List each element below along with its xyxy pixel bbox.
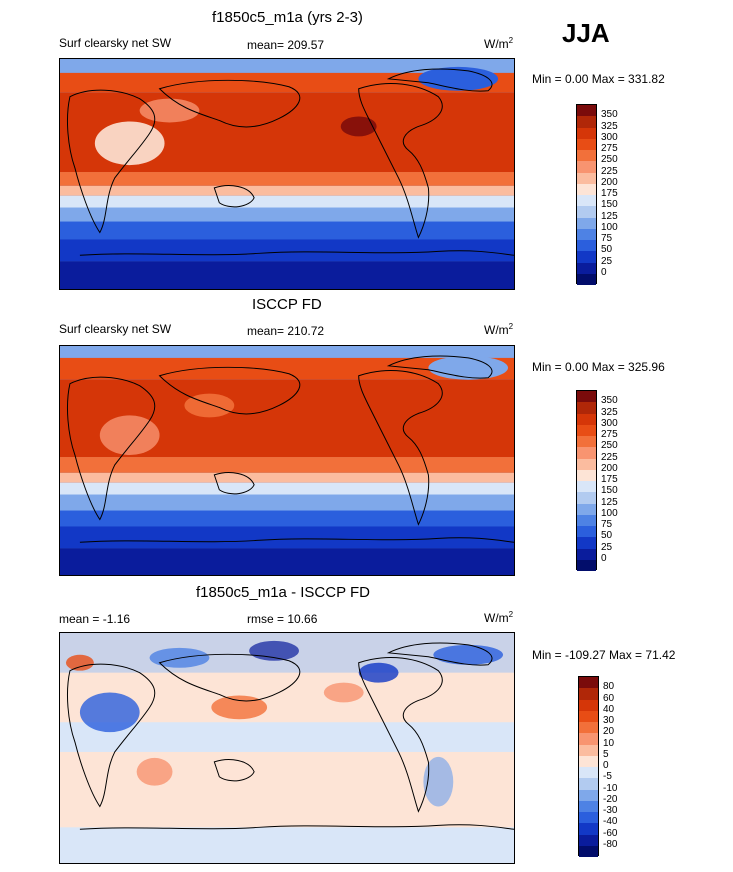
panel-2-colorbar bbox=[576, 390, 597, 571]
panel-2-colorbar-tick: 0 bbox=[601, 552, 607, 564]
panel-3-colorbar-tick: 5 bbox=[603, 748, 609, 760]
panel-1-colorbar-tick: 175 bbox=[601, 188, 618, 199]
panel-2-colorbar-tick: 300 bbox=[601, 417, 618, 429]
panel-2-colorbar-tick: 250 bbox=[601, 440, 618, 452]
panel-2-colorbar-tick: 225 bbox=[601, 451, 618, 463]
panel-3-colorbar-tick: 0 bbox=[603, 760, 609, 771]
panel-3-colorbar-tick: 10 bbox=[603, 737, 615, 749]
panel-2-variable-label: Surf clearsky net SW bbox=[59, 322, 172, 336]
panel-2-colorbar-tick: 200 bbox=[601, 462, 618, 474]
panel-1-colorbar-tick: 0 bbox=[601, 266, 607, 278]
panel-2-map-svg bbox=[60, 346, 514, 575]
panel-3-colorbar-tick: 80 bbox=[603, 681, 615, 693]
panel-1-colorbar-tick: 75 bbox=[601, 233, 613, 244]
panel-2-mean-label: mean= 210.72 bbox=[247, 324, 325, 338]
panel-3-minmax: Min = -109.27 Max = 71.42 bbox=[532, 648, 676, 662]
panel-3-colorbar-tick: 60 bbox=[603, 692, 615, 704]
panel-3-colorbar bbox=[578, 676, 599, 857]
panel-1-colorbar-tick: 50 bbox=[601, 244, 613, 256]
panel-1-map-svg bbox=[60, 59, 514, 289]
panel-1-colorbar bbox=[576, 104, 597, 285]
panel-3-colorbar-tick: -5 bbox=[603, 771, 612, 783]
panel-3-colorbar-tick: -80 bbox=[603, 838, 618, 850]
panel-2-colorbar-tick: 150 bbox=[601, 485, 618, 497]
panel-2-colorbar-tick: 125 bbox=[601, 496, 618, 508]
panel-1-colorbar-tick: 150 bbox=[601, 199, 618, 211]
panel-1-units: W/m2 bbox=[484, 36, 514, 51]
panel-3-rmse-label: rmse = 10.66 bbox=[247, 612, 318, 626]
panel-2-colorbar-tick: 275 bbox=[601, 429, 618, 440]
panel-3-units: W/m2 bbox=[484, 610, 514, 625]
panel-2-colorbar-tick: 175 bbox=[601, 474, 618, 485]
panel-3-title: f1850c5_m1a - ISCCP FD bbox=[196, 584, 370, 601]
panel-1-map bbox=[59, 58, 515, 290]
panel-1-mean-label: mean= 209.57 bbox=[247, 38, 325, 52]
panel-3-colorbar-tick: 40 bbox=[603, 703, 615, 715]
panel-1-colorbar-tick: 100 bbox=[601, 221, 618, 233]
panel-2-units: W/m2 bbox=[484, 322, 514, 337]
panel-2-colorbar-tick: 50 bbox=[601, 530, 613, 542]
panel-1-colorbar-tick: 200 bbox=[601, 176, 618, 188]
panel-1-colorbar-tick: 125 bbox=[601, 210, 618, 222]
panel-3-map-svg bbox=[60, 633, 514, 863]
panel-3-colorbar-tick: 20 bbox=[603, 726, 615, 738]
panel-2-title: ISCCP FD bbox=[252, 296, 322, 313]
panel-1-colorbar-tick: 300 bbox=[601, 131, 618, 143]
panel-3-colorbar-tick: -40 bbox=[603, 816, 618, 828]
panel-2-colorbar-tick: 325 bbox=[601, 406, 618, 418]
panel-1-colorbar-tick: 325 bbox=[601, 120, 618, 132]
season-label: JJA bbox=[562, 18, 610, 48]
panel-1-colorbar-tick: 350 bbox=[601, 109, 618, 121]
panel-1-variable-label: Surf clearsky net SW bbox=[59, 36, 172, 50]
panel-3-colorbar-tick: -30 bbox=[603, 805, 618, 816]
panel-1-colorbar-tick: 250 bbox=[601, 154, 618, 166]
panel-1-minmax: Min = 0.00 Max = 331.82 bbox=[532, 72, 665, 86]
panel-2-colorbar-tick: 75 bbox=[601, 519, 613, 530]
panel-3-mean-label: mean = -1.16 bbox=[59, 612, 131, 626]
panel-2-colorbar-tick: 100 bbox=[601, 507, 618, 519]
panel-1-colorbar-tick: 25 bbox=[601, 255, 613, 267]
panel-3-colorbar-tick: -10 bbox=[603, 782, 618, 794]
panel-1-colorbar-tick: 225 bbox=[601, 165, 618, 177]
panel-2-minmax: Min = 0.00 Max = 325.96 bbox=[532, 360, 665, 374]
panel-2-colorbar-tick: 25 bbox=[601, 541, 613, 553]
panel-3-colorbar-tick: -20 bbox=[603, 793, 618, 805]
panel-3-colorbar-tick: -60 bbox=[603, 827, 618, 839]
panel-3-map bbox=[59, 632, 515, 864]
panel-2-map bbox=[59, 345, 515, 576]
panel-3-colorbar-tick: 30 bbox=[603, 715, 615, 726]
panel-1-title: f1850c5_m1a (yrs 2-3) bbox=[212, 9, 363, 26]
panel-1-colorbar-tick: 275 bbox=[601, 143, 618, 154]
panel-2-colorbar-tick: 350 bbox=[601, 395, 618, 407]
